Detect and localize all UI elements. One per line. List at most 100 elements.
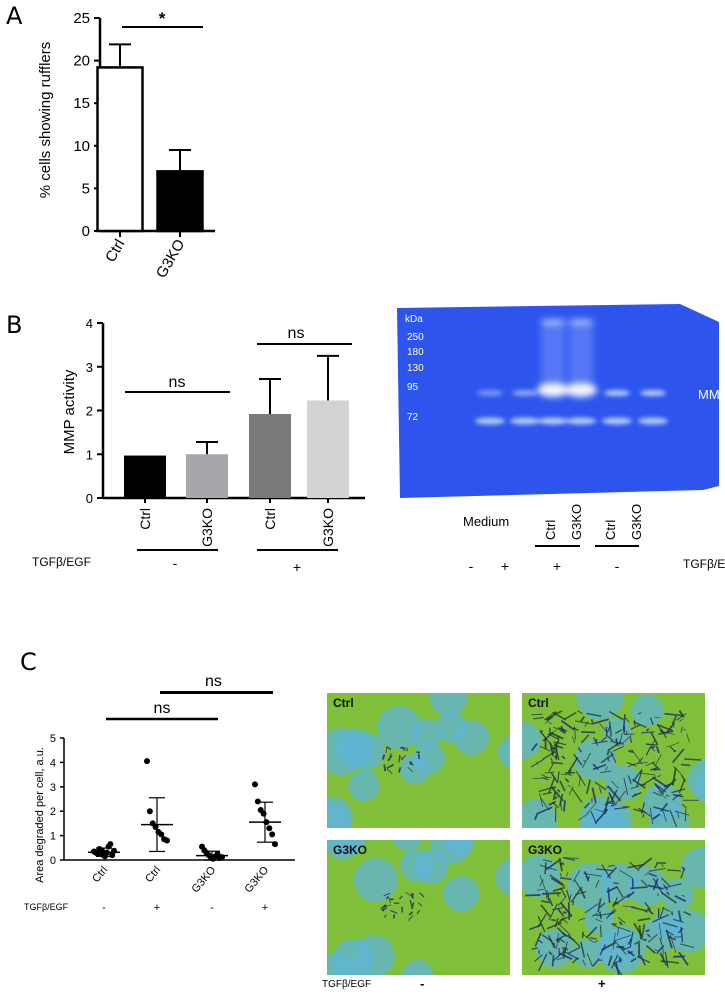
micrograph-ctrl-minus: Ctrl (327, 693, 510, 828)
degradation-mark (551, 920, 555, 921)
nucleus (454, 720, 489, 755)
micrograph-g3ko-minus: G3KO (327, 840, 510, 975)
degradation-mark (651, 747, 655, 748)
bar (249, 414, 291, 498)
gel-band (638, 418, 668, 425)
degradation-mark (583, 932, 584, 938)
treatment-sign: + (262, 902, 268, 914)
bar (307, 400, 349, 498)
degradation-mark (634, 720, 635, 726)
degradation-mark (646, 930, 650, 931)
treatment-sign: - (210, 902, 214, 914)
data-point (107, 841, 113, 847)
bar (98, 67, 143, 231)
degradation-mark (418, 754, 419, 759)
x-tick-label: G3KO (199, 508, 215, 547)
gel-treatment-sign: - (615, 558, 620, 574)
degradation-mark (564, 800, 565, 811)
degradation-mark (624, 734, 635, 735)
x-tick-label: G3KO (320, 508, 336, 547)
gel-smear (569, 324, 593, 384)
degradation-mark (614, 883, 619, 884)
x-tick-label: G3KO (153, 237, 189, 282)
y-tick-label: 0 (86, 491, 93, 506)
micrograph-label: Ctrl (333, 696, 354, 710)
gel-treatment-sign: + (501, 558, 509, 574)
degradation-mark (626, 731, 627, 735)
y-tick-label: 4 (50, 757, 56, 769)
nucleus (348, 770, 379, 801)
panel-b-ylabel: MMP activity (61, 369, 78, 454)
y-tick-label: 25 (73, 10, 90, 27)
micrograph-sign-plus: + (598, 976, 606, 991)
panel-c-ylabel: Area degraded per cell, a.u. (34, 747, 46, 883)
data-point (266, 825, 272, 831)
bar (158, 171, 203, 231)
treatment-sign: + (293, 559, 301, 575)
data-point (147, 808, 153, 814)
degradation-mark (654, 769, 659, 770)
significance-star: * (159, 9, 166, 28)
gel-medium-label: Medium (463, 514, 509, 529)
degradation-mark (672, 911, 673, 915)
gel-treatment-sign: - (469, 558, 474, 574)
y-tick-label: 2 (50, 806, 56, 818)
degradation-mark (563, 912, 567, 913)
y-tick-label: 0 (82, 223, 90, 240)
x-tick-label: Ctrl (262, 508, 278, 530)
gel-band (640, 390, 666, 396)
y-tick-label: 1 (50, 831, 56, 843)
x-tick-label: Ctrl (102, 237, 128, 266)
gel-lane-label: Ctrl (543, 520, 558, 540)
treatment-sign: - (173, 555, 178, 571)
micrograph-treatment-label: TGFβ/EGF (322, 979, 371, 990)
gel-marker-label: 95 (407, 382, 419, 393)
treatment-label: TGFβ/EGF (24, 902, 69, 912)
gel-band (538, 418, 568, 425)
degradation-mark (525, 895, 541, 896)
y-tick-label: 20 (73, 53, 90, 70)
gel-band (568, 320, 594, 325)
nucleus (400, 849, 433, 882)
treatment-sign: - (102, 902, 106, 914)
bar (186, 454, 228, 498)
degradation-mark (384, 765, 385, 772)
bar (124, 456, 166, 498)
gel-marker-label: 180 (407, 347, 424, 358)
nucleus (335, 728, 374, 767)
gel-lane-label: G3KO (629, 504, 644, 540)
gel-band (602, 418, 632, 425)
gel-band (566, 418, 596, 425)
gel-marker-label: 130 (407, 363, 424, 374)
y-tick-label: 2 (86, 404, 93, 419)
ns-line (160, 691, 273, 694)
y-tick-label: 3 (50, 782, 56, 794)
ns-label: ns (205, 673, 222, 691)
y-tick-label: 1 (86, 447, 93, 462)
gel-band (537, 383, 569, 397)
degradation-mark (592, 719, 593, 722)
y-tick-label: 15 (73, 95, 90, 112)
gel-band (510, 418, 540, 425)
ns-label: ns (154, 700, 171, 717)
gel-marker-unit: kDa (405, 314, 423, 325)
y-tick-label: 4 (86, 316, 93, 331)
nucleus (443, 876, 479, 912)
gel-band (540, 320, 566, 325)
y-tick-label: 5 (82, 180, 90, 197)
data-point (252, 781, 258, 787)
x-tick-label: G3KO (189, 864, 218, 895)
nucleus (631, 694, 663, 726)
panel-a-ylabel: % cells showing rufflers (37, 42, 54, 198)
micrograph-ctrl-plus: Ctrl (522, 693, 705, 828)
treatment-label: TGFβ/EGF (32, 555, 91, 569)
gel-treatment-label: TGFβ/EGF (683, 557, 725, 571)
micrograph-g3ko-plus: G3KO (522, 840, 705, 975)
x-tick-label: G3KO (242, 864, 271, 895)
micrograph-label: G3KO (333, 843, 367, 857)
micrograph-label: G3KO (528, 843, 562, 857)
degradation-mark (681, 765, 690, 766)
nucleus (354, 858, 398, 902)
